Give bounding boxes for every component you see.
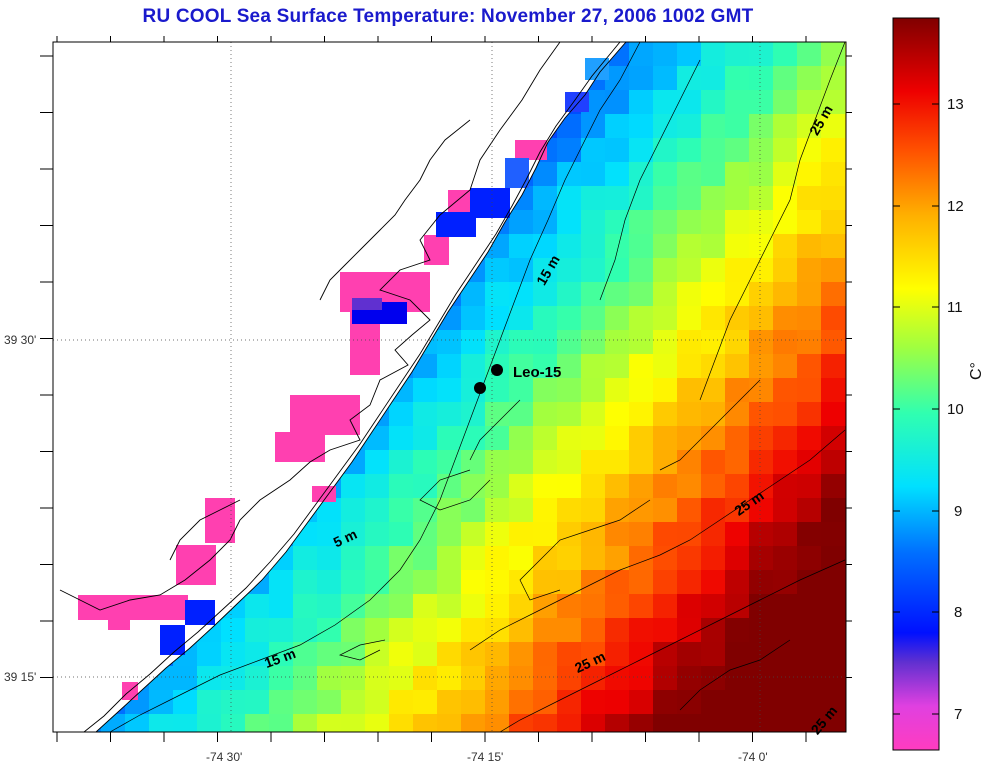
plot-frame [52,41,847,733]
leo15-node-a [491,364,503,376]
station-label: Leo-15 [513,364,562,381]
colorbar-label: 9 [954,503,963,520]
colorbar-label: 8 [954,604,963,621]
lat-label-39-15: 39 15' [4,670,37,684]
axis-ticks [40,36,852,742]
lon-label-74-0: -74 0' [738,750,768,764]
colorbar-ticks [893,103,939,715]
colorbar [892,17,940,751]
colorbar-label: 12 [947,198,964,215]
lat-label-39-30: 39 30' [4,333,37,347]
map-title: RU COOL Sea Surface Temperature: Novembe… [142,6,754,27]
colorbar-label: 11 [947,299,963,316]
coastline [59,42,627,732]
colorbar-label: 10 [947,401,964,418]
graticule [53,42,846,732]
lon-label-74-30: -74 30' [206,750,243,764]
colorbar-label: 13 [947,96,964,113]
lon-label-74-15: -74 15' [467,750,504,764]
bathymetry-contours [109,42,846,732]
colorbar-label: 7 [954,706,963,723]
leo15-node-b [474,382,486,394]
colorbar-unit: C° [968,362,985,380]
